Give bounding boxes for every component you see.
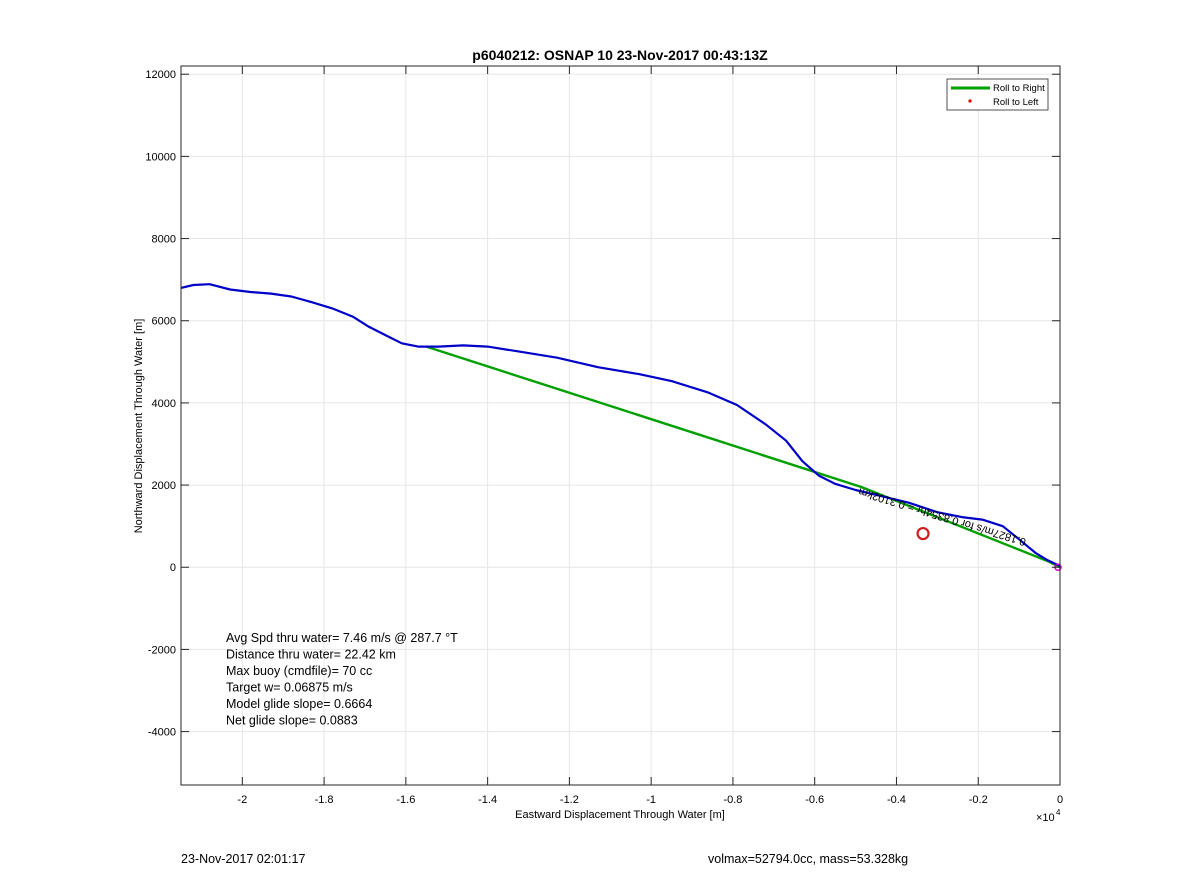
footer-vehicle-params: volmax=52794.0cc, mass=53.328kg xyxy=(708,852,909,866)
x-exponent: ×10 4 xyxy=(1036,808,1061,824)
annotation-line: Avg Spd thru water= 7.46 m/s @ 287.7 °T xyxy=(226,631,458,645)
x-tick-label: -1.6 xyxy=(396,794,415,806)
annotation-line: Max buoy (cmdfile)= 70 cc xyxy=(226,664,372,678)
x-tick-label: -1 xyxy=(646,794,656,806)
plot-frame xyxy=(180,65,1061,786)
legend: Roll to Right Roll to Left xyxy=(946,78,1049,111)
y-tick-label: 10000 xyxy=(145,151,176,163)
legend-label-roll-left: Roll to Left xyxy=(993,97,1039,108)
x-tick-label: -0.8 xyxy=(723,794,742,806)
target-marker xyxy=(916,526,930,541)
y-tick-label: -4000 xyxy=(148,727,176,739)
y-tick-label: 6000 xyxy=(152,316,176,328)
x-exponent-power: 4 xyxy=(1056,808,1061,817)
y-tick-label: 8000 xyxy=(152,234,176,246)
x-axis-label: Eastward Displacement Through Water [m] xyxy=(515,809,725,821)
legend-swatch-roll-left xyxy=(968,99,972,103)
track-label: 0.1827m/s for 0.8354hr = 0.3102km xyxy=(857,485,1027,548)
x-tick-label: -1.2 xyxy=(560,794,579,806)
chart-title: p6040212: OSNAP 10 23-Nov-2017 00:43:13Z xyxy=(472,47,768,63)
x-tick-label: -0.4 xyxy=(887,794,906,806)
y-tick-label: -2000 xyxy=(148,644,176,656)
footer-timestamp: 23-Nov-2017 02:01:17 xyxy=(181,852,306,866)
x-tick-label: 0 xyxy=(1057,794,1063,806)
annotations: Avg Spd thru water= 7.46 m/s @ 287.7 °T D… xyxy=(226,631,458,728)
x-tick-label: -0.6 xyxy=(805,794,824,806)
y-axis-label: Northward Displacement Through Water [m] xyxy=(133,319,145,534)
x-exponent-base: ×10 xyxy=(1036,812,1055,824)
annotation-line: Distance thru water= 22.42 km xyxy=(226,648,396,662)
x-tick-label: -1.8 xyxy=(315,794,334,806)
x-tick-label: -2 xyxy=(237,794,247,806)
annotation-line: Target w= 0.06875 m/s xyxy=(226,681,353,695)
y-tick-label: 12000 xyxy=(145,69,176,81)
axis-ticks: -2 -1.8 -1.6 -1.4 -1.2 -1 -0.8 -0.6 -0.4 -0.2 0 -40… xyxy=(145,66,1063,806)
legend-label-roll-right: Roll to Right xyxy=(993,83,1045,94)
y-tick-label: 4000 xyxy=(152,398,176,410)
y-tick-label: 2000 xyxy=(152,480,176,492)
series-layer: 0.1827m/s for 0.8354hr = 0.3102km xyxy=(180,283,1062,571)
y-tick-label: 0 xyxy=(170,562,176,574)
x-tick-label: -1.4 xyxy=(478,794,497,806)
legend-box xyxy=(946,78,1049,111)
x-tick-label: -0.2 xyxy=(969,794,988,806)
annotation-line: Model glide slope= 0.6664 xyxy=(226,697,372,711)
series-track-line xyxy=(180,283,1061,567)
series-roll-to-right-line xyxy=(425,345,1061,569)
annotation-line: Net glide slope= 0.0883 xyxy=(226,714,358,728)
